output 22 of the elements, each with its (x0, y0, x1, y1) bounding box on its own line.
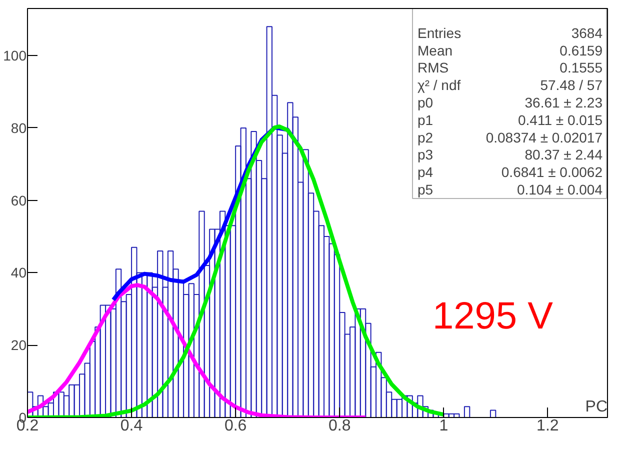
text: p3 80.37 ± 2.44 (418, 146, 603, 163)
text: Mean 0.6159 (418, 42, 603, 58)
x-tick-label: 0.6 (224, 418, 247, 434)
text: p2 0.08374 ± 0.02017 (418, 129, 603, 146)
text: χ² / ndf 57.48 / 57 (418, 77, 603, 94)
y-tick-label: 100 (3, 48, 27, 64)
x-tick-label: 1 (439, 418, 448, 434)
annotation: 1295 V (432, 296, 554, 338)
text: Entries 3684 (418, 24, 603, 41)
text: RMS 0.1555 (418, 60, 603, 76)
x-tick-label: 0.4 (120, 418, 143, 434)
y-tick-label: 60 (10, 192, 27, 208)
x-axis-title: PC (585, 398, 608, 416)
y-tick-label: 80 (10, 120, 27, 136)
x-tick-label: 1.2 (536, 418, 559, 434)
x-tick-label: 0.8 (328, 418, 351, 434)
y-tick-label: 40 (10, 264, 27, 281)
text: p5 0.104 ± 0.004 (418, 182, 602, 198)
text: p0 36.61 ± 2.23 (418, 94, 603, 110)
y-tick-label: 20 (10, 337, 27, 354)
text: p4 0.6841 ± 0.0062 (418, 164, 603, 180)
text: p1 0.411 ± 0.015 (418, 112, 603, 128)
